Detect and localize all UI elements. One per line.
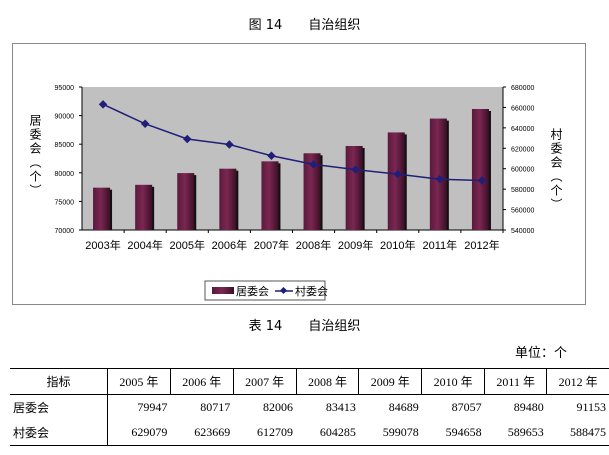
column-header: 2009 年 xyxy=(358,368,422,395)
y-tick-label: 75000 xyxy=(55,199,75,206)
bar xyxy=(471,109,489,230)
table-cell: 612709 xyxy=(233,420,297,446)
table-header-row: 指标 2005 年 2006 年 2007 年 2008 年 2009 年 2010 年 20… xyxy=(10,368,609,395)
line-series xyxy=(102,103,482,182)
table-cell: 79947 xyxy=(137,400,168,414)
table-cell: 91153 xyxy=(576,400,606,414)
column-header: 2007 年 xyxy=(232,368,297,395)
line-marker xyxy=(309,160,318,169)
x-tick-label: 2003年 xyxy=(85,238,120,252)
x-tick-label: 2010年 xyxy=(380,238,415,252)
x-tick-label: 2009年 xyxy=(338,238,373,252)
column-header: 2005 年 xyxy=(107,368,171,395)
y2-tick-label: 560000 xyxy=(511,208,534,215)
line-marker xyxy=(435,175,445,184)
line-marker xyxy=(225,140,234,149)
x-tick-label: 2008年 xyxy=(296,238,331,252)
column-header: 2010 年 xyxy=(421,368,485,395)
x-tick-label: 2011年 xyxy=(423,238,458,252)
table-cell: 84689 xyxy=(388,400,419,414)
bar xyxy=(387,132,405,230)
table-cell: 623669 xyxy=(170,420,234,446)
table-cell: 82006 xyxy=(263,400,294,414)
y-tick-label: 95000 xyxy=(55,85,75,92)
legend xyxy=(204,280,326,301)
table-cell: 89480 xyxy=(513,400,544,414)
chart: 70000 75000 80000 85000 90000 95000 540000 5600… xyxy=(55,85,534,301)
bar xyxy=(261,161,279,230)
table-cell: 594658 xyxy=(421,420,485,446)
bar xyxy=(303,153,321,230)
bar xyxy=(135,184,153,230)
row-label: 村委会 xyxy=(10,420,108,446)
row-label: 居委会 xyxy=(10,394,108,420)
line-marker xyxy=(393,169,402,179)
column-header: 指标 xyxy=(10,368,108,395)
figure-title: 图 14 自治组织 xyxy=(248,18,361,33)
legend-label-line: 村委会 xyxy=(295,284,328,298)
y2-axis-title: 村委会（个） xyxy=(549,128,563,212)
table-title: 表 14 自治组织 xyxy=(248,319,361,334)
y2-tick-label: 640000 xyxy=(511,126,534,133)
line-marker xyxy=(183,134,192,144)
line-marker xyxy=(351,165,360,174)
unit-label: 单位：个 xyxy=(514,346,567,361)
legend-bar-swatch xyxy=(212,287,234,294)
line-marker xyxy=(140,119,150,129)
table-cell: 604285 xyxy=(296,420,359,446)
bar xyxy=(219,168,237,230)
y2-tick-label: 660000 xyxy=(511,105,534,112)
table-cell: 80717 xyxy=(200,400,231,414)
line-marker xyxy=(98,100,108,109)
x-tick-label: 2004年 xyxy=(127,238,162,252)
data-table: 指标 2005 年 2006 年 2007 年 2008 年 2009 年 2010 年 20… xyxy=(10,368,609,446)
y-axis-title: 居委会（个） xyxy=(28,114,42,198)
legend-line-marker xyxy=(279,286,288,295)
y-tick-label: 80000 xyxy=(55,171,75,178)
x-tick-label: 2012年 xyxy=(464,238,499,252)
bar xyxy=(93,187,111,230)
column-header: 2008 年 xyxy=(295,368,359,395)
x-tick-label: 2005年 xyxy=(170,238,205,252)
legend-label-bars: 居委会 xyxy=(236,285,269,298)
y-tick-label: 90000 xyxy=(55,114,75,121)
table-row: 居委会 79947 80717 82006 83413 84689 87057 89480 91… xyxy=(10,394,609,420)
table-cell: 588475 xyxy=(546,420,609,446)
table-row: 村委会 629079 623669 612709 604285 599078 594658 5… xyxy=(10,420,609,446)
line-marker xyxy=(267,151,276,160)
column-header: 2006 年 xyxy=(169,368,234,395)
y2-tick-label: 600000 xyxy=(511,167,534,174)
y-tick-label: 70000 xyxy=(55,228,75,235)
column-header: 2012 年 xyxy=(546,368,609,395)
table-cell: 589653 xyxy=(484,420,547,446)
table-cell: 83413 xyxy=(325,400,356,414)
line-marker xyxy=(477,176,487,185)
chart-frame xyxy=(12,43,586,305)
table-cell: 599078 xyxy=(358,420,422,446)
column-header: 2011 年 xyxy=(484,368,547,395)
y2-tick-label: 680000 xyxy=(511,85,534,92)
bar xyxy=(345,145,363,230)
table-cell: 87057 xyxy=(451,400,482,414)
x-tick-label: 2006年 xyxy=(212,238,247,252)
bar xyxy=(429,118,447,230)
y2-tick-label: 620000 xyxy=(511,146,534,153)
y2-tick-label: 580000 xyxy=(511,187,534,194)
x-tick-label: 2007年 xyxy=(254,238,289,252)
table-cell: 629079 xyxy=(107,420,171,446)
bar xyxy=(177,173,195,230)
y2-tick-label: 540000 xyxy=(511,228,534,235)
y-tick-label: 85000 xyxy=(55,142,75,149)
